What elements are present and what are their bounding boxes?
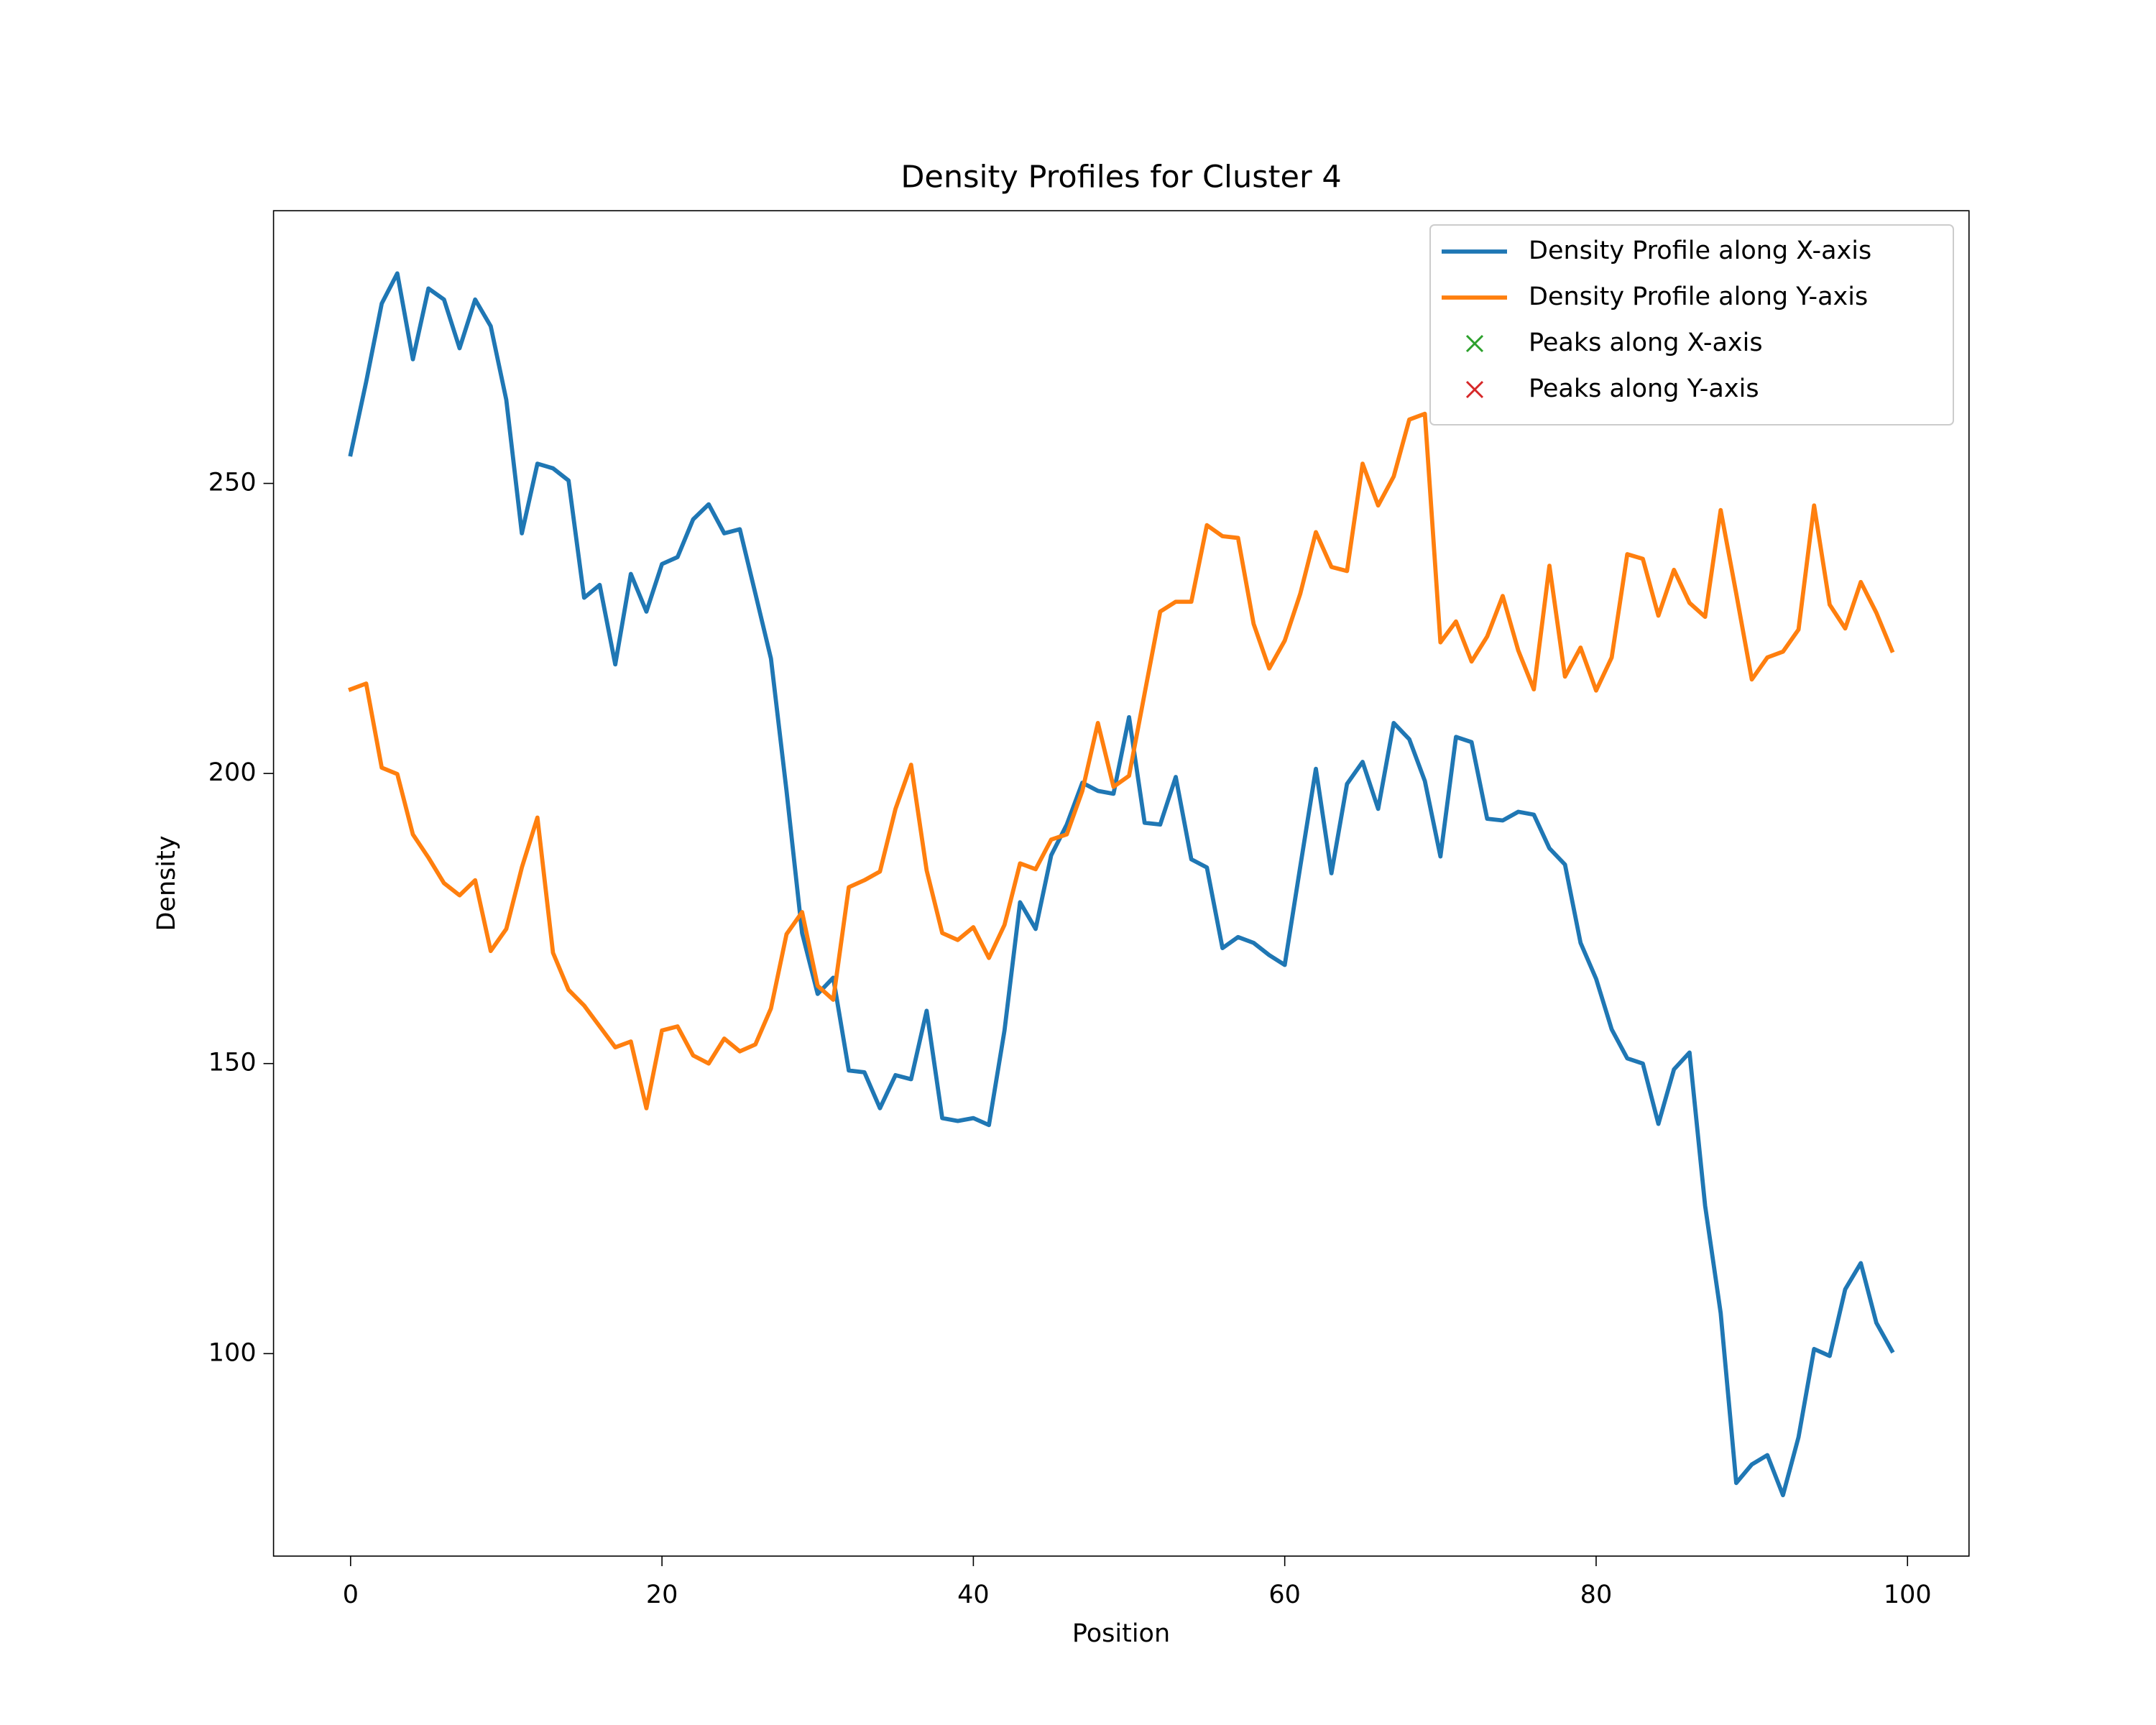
x-tick-label: 0 xyxy=(343,1581,359,1609)
x-tick-label: 60 xyxy=(1268,1581,1301,1609)
x-tick-label: 80 xyxy=(1580,1581,1613,1609)
legend-label: Peaks along X-axis xyxy=(1529,328,1763,357)
legend-label: Density Profile along Y-axis xyxy=(1529,282,1868,311)
axes-frame xyxy=(272,210,1970,1557)
legend-label: Density Profile along X-axis xyxy=(1529,236,1871,265)
x-tick-label: 40 xyxy=(957,1581,990,1609)
series-line xyxy=(348,271,1895,1498)
legend-marker xyxy=(1465,334,1484,353)
legend-box xyxy=(1429,224,1954,426)
chart-title: Density Profiles for Cluster 4 xyxy=(900,160,1341,196)
y-axis-label: Density xyxy=(152,835,181,931)
x-tick-label: 20 xyxy=(646,1581,678,1609)
y-tick-label: 150 xyxy=(208,1049,257,1077)
x-tick-label: 100 xyxy=(1884,1581,1932,1609)
y-tick-label: 200 xyxy=(208,758,257,787)
y-tick-label: 250 xyxy=(208,469,257,497)
legend-marker xyxy=(1465,380,1484,399)
y-tick-label: 100 xyxy=(208,1338,257,1367)
legend-label: Peaks along Y-axis xyxy=(1529,374,1759,403)
series-line xyxy=(348,411,1895,1110)
x-axis-label: Position xyxy=(1072,1619,1170,1648)
